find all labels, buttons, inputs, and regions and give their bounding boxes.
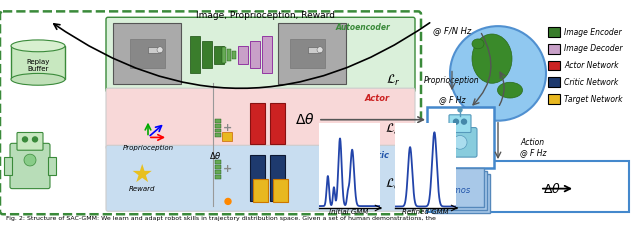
Bar (548, 27, 560, 37)
Bar (262, 36, 272, 73)
Bar (215, 124, 221, 128)
Text: Critic: Critic (365, 151, 390, 160)
Text: $\mathcal{L}_a$: $\mathcal{L}_a$ (385, 122, 401, 137)
Bar (548, 94, 560, 104)
FancyBboxPatch shape (106, 145, 415, 211)
Bar (215, 119, 221, 123)
Text: Proprioception: Proprioception (122, 145, 173, 151)
Circle shape (157, 47, 163, 53)
Bar (222, 47, 226, 63)
Text: $\mathcal{L}_c$: $\mathcal{L}_c$ (385, 177, 401, 192)
Text: Target Network: Target Network (564, 94, 623, 103)
Circle shape (33, 137, 38, 142)
Text: Demos: Demos (442, 186, 470, 195)
Text: Proprioception: Proprioception (424, 76, 480, 85)
Bar (548, 61, 560, 70)
FancyBboxPatch shape (17, 133, 43, 150)
Bar (278, 23, 346, 84)
FancyBboxPatch shape (106, 17, 415, 92)
Circle shape (450, 26, 546, 121)
Circle shape (453, 135, 467, 149)
Circle shape (24, 154, 36, 166)
Text: Actor: Actor (365, 94, 390, 103)
FancyBboxPatch shape (449, 115, 471, 133)
Bar (290, 39, 325, 68)
Circle shape (225, 199, 231, 204)
Text: Replay
Buffer: Replay Buffer (26, 59, 50, 72)
Bar (130, 39, 165, 68)
FancyBboxPatch shape (427, 107, 494, 168)
Bar (270, 155, 285, 201)
FancyBboxPatch shape (427, 168, 484, 207)
Ellipse shape (472, 39, 484, 49)
Text: Image, Proprioception, Reward: Image, Proprioception, Reward (195, 11, 335, 20)
Bar (4, 157, 12, 175)
Circle shape (317, 47, 323, 53)
FancyBboxPatch shape (427, 161, 629, 212)
Text: @ F/N Hz: @ F/N Hz (433, 27, 471, 35)
Bar (214, 46, 224, 63)
Text: Autoencoder: Autoencoder (335, 23, 390, 32)
Bar (215, 165, 221, 169)
FancyBboxPatch shape (0, 11, 421, 214)
Bar (250, 155, 265, 201)
FancyBboxPatch shape (433, 174, 490, 213)
Ellipse shape (472, 34, 512, 83)
Ellipse shape (497, 82, 522, 98)
Bar (227, 49, 231, 61)
Bar (308, 47, 320, 53)
Bar (548, 44, 560, 54)
Text: $\mathcal{L}_r$: $\mathcal{L}_r$ (385, 73, 401, 88)
Bar (215, 129, 221, 133)
Text: Image Decoder: Image Decoder (564, 44, 623, 53)
Bar (113, 23, 181, 84)
Bar (215, 175, 221, 179)
Text: @ F Hz: @ F Hz (439, 95, 465, 105)
Bar (48, 157, 56, 175)
Bar (148, 47, 160, 53)
Ellipse shape (11, 40, 65, 52)
Bar (232, 51, 236, 59)
Bar (250, 103, 265, 144)
Bar (548, 77, 560, 87)
Bar (215, 133, 221, 137)
X-axis label: Refined GMM: Refined GMM (402, 209, 449, 215)
Bar (270, 103, 285, 144)
Text: $\Delta\theta$: $\Delta\theta$ (543, 182, 561, 196)
Bar (11, 46, 65, 79)
Text: Critic Network: Critic Network (564, 78, 618, 87)
Text: ★: ★ (131, 163, 153, 187)
Text: $\Delta\theta$: $\Delta\theta$ (209, 150, 221, 161)
Bar (273, 179, 288, 202)
Text: Actor Network: Actor Network (564, 61, 618, 70)
Bar (250, 41, 260, 68)
FancyBboxPatch shape (443, 128, 477, 157)
Bar (215, 170, 221, 174)
Circle shape (454, 119, 458, 124)
Ellipse shape (11, 73, 65, 85)
Bar (202, 41, 212, 68)
Circle shape (22, 137, 28, 142)
Bar (238, 46, 248, 63)
Text: Action
@ F Hz: Action @ F Hz (520, 137, 547, 157)
Text: $\Delta\theta$: $\Delta\theta$ (295, 112, 315, 127)
Text: +: + (223, 123, 232, 133)
Bar (190, 36, 200, 73)
FancyBboxPatch shape (430, 171, 487, 210)
Text: ★: ★ (131, 163, 153, 187)
Text: Reward: Reward (129, 186, 156, 192)
Bar (215, 160, 221, 164)
Circle shape (461, 119, 467, 124)
Bar (253, 179, 268, 202)
X-axis label: Initial GMM: Initial GMM (330, 209, 369, 215)
Text: Fig. 2: Structure of SAC-GMM: We learn and adapt robot skills in trajectory dist: Fig. 2: Structure of SAC-GMM: We learn a… (6, 216, 436, 221)
Text: Image Encoder: Image Encoder (564, 27, 621, 37)
Circle shape (458, 108, 462, 112)
FancyBboxPatch shape (106, 88, 415, 149)
Text: +: + (223, 164, 232, 174)
FancyBboxPatch shape (10, 143, 50, 189)
Bar (222, 132, 232, 141)
